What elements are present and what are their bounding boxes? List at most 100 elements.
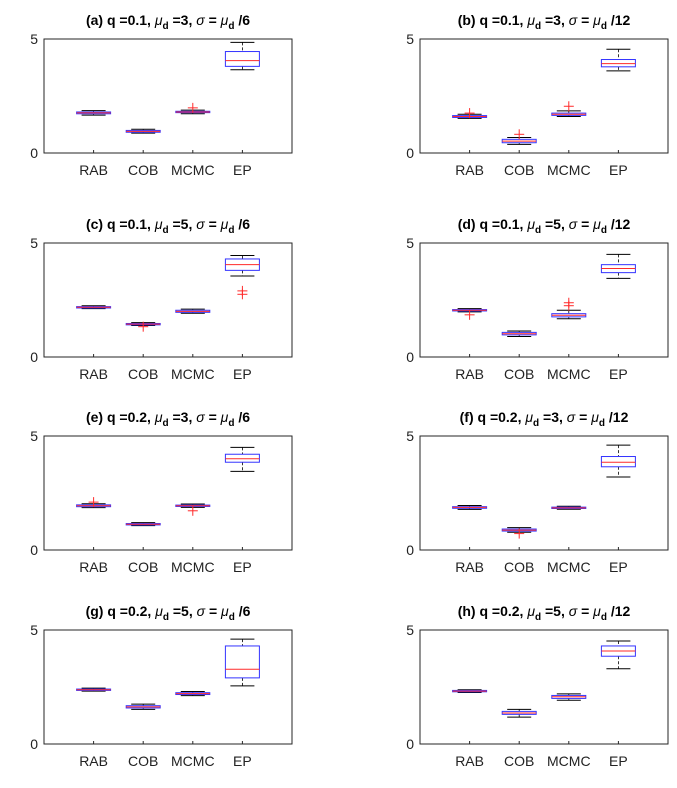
- y-tick-label: 5: [30, 235, 38, 251]
- axes-frame: [43, 242, 293, 358]
- panel-c: (c) q =0.1, μd =5, σ = μd /6 0 5 RAB COB MCMC…: [30, 216, 293, 382]
- box-rab: [452, 308, 488, 320]
- y-tick-label: 0: [406, 145, 414, 161]
- y-tick-label: 0: [406, 542, 414, 558]
- x-tick-label: MCMC: [171, 753, 215, 769]
- outlier-marker: [563, 297, 574, 308]
- axes-frame: [419, 38, 669, 154]
- y-tick-label: 5: [30, 31, 38, 47]
- axes-frame: [419, 242, 669, 358]
- box-rab: [76, 497, 112, 509]
- box-cob: [501, 708, 537, 718]
- x-tick-label: MCMC: [547, 753, 591, 769]
- outlier-marker: [464, 309, 475, 320]
- panel-title: (f) q =0.2, μd =3, σ = μd /12: [460, 409, 629, 429]
- x-tick-label: COB: [128, 162, 158, 178]
- y-tick-label: 0: [30, 349, 38, 365]
- panel-title: (c) q =0.1, μd =5, σ = μd /6: [86, 216, 250, 236]
- box-mcmc: [175, 102, 211, 115]
- x-tick-label: RAB: [455, 559, 484, 575]
- box-mcmc: [175, 691, 211, 697]
- y-tick-label: 5: [30, 428, 38, 444]
- panel-title: (b) q =0.1, μd =3, σ = μd /12: [458, 12, 631, 32]
- panel-e: (e) q =0.2, μd =3, σ = μd /6 0 5 RAB COB MCMC…: [30, 409, 293, 575]
- panel-title: (e) q =0.2, μd =3, σ = μd /6: [86, 409, 250, 429]
- x-tick-label: MCMC: [547, 366, 591, 382]
- outlier-marker: [563, 101, 574, 112]
- x-tick-label: MCMC: [547, 162, 591, 178]
- box-mcmc: [551, 693, 587, 701]
- panel-f: (f) q =0.2, μd =3, σ = μd /12 0 5 RAB COB MCM…: [406, 409, 669, 575]
- x-tick-label: COB: [128, 366, 158, 382]
- x-tick-label: COB: [504, 162, 534, 178]
- x-tick-label: RAB: [79, 753, 108, 769]
- outlier-marker: [88, 497, 99, 508]
- x-tick-label: EP: [609, 366, 628, 382]
- panel-title: (h) q =0.2, μd =5, σ = μd /12: [458, 603, 631, 623]
- panel-a: (a) q =0.1, μd =3, σ = μd /6 0 5 RAB COB MCMC…: [30, 12, 293, 178]
- axes-frame: [43, 38, 293, 154]
- x-tick-label: RAB: [455, 162, 484, 178]
- x-tick-label: EP: [233, 366, 252, 382]
- x-tick-label: EP: [233, 559, 252, 575]
- box-rab: [452, 505, 488, 510]
- y-tick-label: 5: [406, 31, 414, 47]
- x-tick-label: EP: [233, 753, 252, 769]
- x-tick-label: MCMC: [171, 366, 215, 382]
- outlier-marker: [514, 528, 525, 539]
- x-tick-label: EP: [233, 162, 252, 178]
- outlier-marker: [138, 321, 149, 332]
- outlier-marker: [464, 108, 475, 119]
- box-mcmc: [175, 503, 211, 516]
- outlier-marker: [187, 102, 198, 113]
- box-ep: [224, 446, 260, 472]
- x-tick-label: RAB: [455, 753, 484, 769]
- y-tick-label: 0: [30, 736, 38, 752]
- x-tick-label: COB: [504, 559, 534, 575]
- box-ep: [600, 253, 636, 279]
- box-ep: [224, 41, 260, 71]
- x-tick-label: MCMC: [547, 559, 591, 575]
- box-cob: [125, 321, 161, 332]
- axes-frame: [419, 435, 669, 551]
- box-rab: [452, 689, 488, 693]
- box-cob: [501, 330, 537, 337]
- box-cob: [125, 522, 161, 527]
- iqr-box: [224, 645, 260, 679]
- y-tick-label: 5: [406, 622, 414, 638]
- y-tick-label: 0: [30, 542, 38, 558]
- x-tick-label: COB: [504, 753, 534, 769]
- box-ep: [224, 638, 260, 687]
- x-tick-label: RAB: [455, 366, 484, 382]
- x-tick-label: MCMC: [171, 162, 215, 178]
- x-tick-label: COB: [504, 366, 534, 382]
- box-mcmc: [175, 308, 211, 314]
- box-mcmc: [551, 101, 587, 118]
- x-tick-label: RAB: [79, 162, 108, 178]
- y-tick-label: 5: [406, 428, 414, 444]
- box-rab: [76, 687, 112, 692]
- box-rab: [76, 305, 112, 310]
- box-rab: [452, 108, 488, 119]
- iqr-box: [600, 456, 636, 468]
- y-tick-label: 5: [30, 622, 38, 638]
- box-ep: [600, 48, 636, 72]
- outlier-marker: [237, 289, 248, 300]
- iqr-box: [224, 51, 260, 67]
- panel-g: (g) q =0.2, μd =5, σ = μd /6 0 5 RAB COB MCMC…: [30, 603, 293, 769]
- x-tick-label: RAB: [79, 366, 108, 382]
- box-ep: [600, 444, 636, 478]
- box-mcmc: [551, 505, 587, 510]
- box-mcmc: [551, 297, 587, 320]
- x-tick-label: MCMC: [171, 559, 215, 575]
- axes-frame: [43, 629, 293, 745]
- y-tick-label: 5: [406, 235, 414, 251]
- outlier-marker: [187, 505, 198, 516]
- box-cob: [125, 703, 161, 710]
- panel-title: (a) q =0.1, μd =3, σ = μd /6: [86, 12, 250, 32]
- x-tick-label: EP: [609, 559, 628, 575]
- axes-frame: [419, 629, 669, 745]
- panel-h: (h) q =0.2, μd =5, σ = μd /12 0 5 RAB COB MCM…: [406, 603, 669, 769]
- panel-d: (d) q =0.1, μd =5, σ = μd /12 0 5 RAB COB MCM…: [406, 216, 669, 382]
